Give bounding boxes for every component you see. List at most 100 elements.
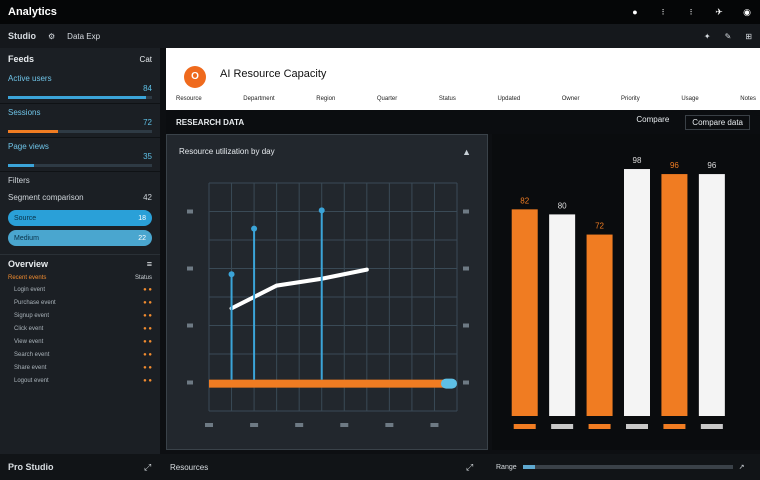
- x-tick-mark: [430, 423, 439, 427]
- page-title: AI Resource Capacity: [220, 68, 327, 80]
- toolbar-settings-icon[interactable]: ⚙: [48, 31, 56, 41]
- list-item[interactable]: Logout event ● ●: [0, 374, 160, 387]
- bar-value-label: 82: [520, 196, 529, 205]
- panel-collapse-icon[interactable]: ▲: [462, 147, 471, 157]
- line-chart-panel: Resource utilization by day ▲: [166, 134, 488, 450]
- data-point: [251, 225, 258, 232]
- pill-source[interactable]: Source 18: [8, 210, 152, 226]
- y-tick-mark: [187, 323, 193, 328]
- sidebar-item[interactable]: Page views 35: [0, 138, 160, 172]
- header-column[interactable]: Region: [316, 96, 336, 102]
- list-item-name: Logout event: [14, 377, 49, 384]
- list-item-name: Purchase event: [14, 299, 56, 306]
- bar: [586, 234, 613, 416]
- list-item[interactable]: Click event ● ●: [0, 322, 160, 335]
- list-item[interactable]: Purchase event ● ●: [0, 296, 160, 309]
- overview-title: Overview: [8, 259, 49, 269]
- footer-expand-icon[interactable]: ⤢: [144, 461, 152, 472]
- toolbar-studio[interactable]: Studio: [8, 31, 36, 41]
- list-item-status: ● ●: [143, 351, 152, 358]
- header-column[interactable]: Usage: [681, 96, 699, 102]
- footer-zoom-icon[interactable]: ⤢: [466, 461, 474, 472]
- header-column[interactable]: Quarter: [376, 96, 398, 102]
- list-item[interactable]: Search event ● ●: [0, 348, 160, 361]
- range-slider[interactable]: [522, 465, 733, 469]
- pill-medium-value: 22: [138, 234, 146, 242]
- header-column[interactable]: Notes: [740, 96, 756, 102]
- bar: [549, 214, 576, 416]
- settings-icon[interactable]: ⁝: [661, 7, 665, 17]
- list-item-status: ● ●: [143, 377, 152, 384]
- footer: Pro Studio ⤢ Resources ⤢ Range ↗: [0, 454, 760, 480]
- pill-medium-label: Medium: [14, 234, 39, 242]
- overview-section[interactable]: Overview ≡: [0, 254, 160, 273]
- compare-button[interactable]: Compare: [636, 114, 670, 124]
- sidebar-item-value: 84: [143, 84, 152, 93]
- footer-resources: Resources: [170, 462, 209, 472]
- toolbar-star-icon[interactable]: ✦: [703, 31, 711, 41]
- x-tick-label-mark: [663, 424, 686, 429]
- range-slider-handle[interactable]: [522, 465, 535, 469]
- list-item-name: Login event: [14, 286, 46, 293]
- sidebar-title-value[interactable]: Cat: [139, 54, 152, 64]
- header-column[interactable]: Department: [243, 96, 275, 102]
- range-label: Range: [496, 463, 517, 471]
- toolbar: Studio ⚙ Data Exp ✦ ✎ ⊞: [0, 24, 760, 48]
- list-item-name: Share event: [14, 364, 47, 371]
- bar-chart-panel: 82 80 72 98 96 96: [492, 134, 760, 450]
- sidebar-item-label: Sessions: [8, 108, 41, 117]
- x-tick-label-mark: [513, 424, 536, 429]
- toolbar-data-explorer[interactable]: Data Exp: [67, 31, 101, 41]
- sidebar-item[interactable]: Sessions 72: [0, 104, 160, 138]
- list-item-name: View event: [14, 338, 44, 345]
- filters-label: Filters: [8, 176, 30, 185]
- user-icon[interactable]: ⁝: [689, 7, 693, 17]
- y-tick-mark-right: [463, 209, 469, 214]
- sidebar-item[interactable]: Active users 84: [0, 70, 160, 104]
- segment-comparison-label: Segment comparison: [8, 193, 84, 202]
- header-column[interactable]: Owner: [561, 96, 580, 102]
- list-item[interactable]: Share event ● ●: [0, 361, 160, 374]
- app-title: Analytics: [8, 6, 57, 18]
- list-item-name: Signup event: [14, 312, 50, 319]
- sidebar-item-progress: [8, 130, 152, 133]
- list-item-status: ● ●: [143, 338, 152, 345]
- sidebar-item-label: Active users: [8, 74, 52, 83]
- x-tick-label-mark: [626, 424, 648, 429]
- toolbar-edit-icon[interactable]: ✎: [724, 31, 732, 41]
- header-column[interactable]: Status: [438, 96, 456, 102]
- header-column[interactable]: Resource: [176, 96, 202, 102]
- x-tick-mark: [340, 423, 349, 427]
- overview-menu-icon[interactable]: ≡: [146, 259, 152, 269]
- title-bar: Analytics ● ⁝ ⁝ ✈ ◉: [0, 0, 760, 24]
- pill-source-label: Source: [14, 214, 37, 222]
- segment-comparison[interactable]: Segment comparison 42: [0, 189, 160, 206]
- pill-medium[interactable]: Medium 22: [8, 230, 152, 246]
- toolbar-grid-icon[interactable]: ⊞: [745, 31, 752, 41]
- bar-value-label: 98: [633, 156, 642, 165]
- sidebar-item-progress-fill: [8, 164, 34, 167]
- compare-data-button[interactable]: Compare data: [685, 114, 750, 130]
- list-item[interactable]: View event ● ●: [0, 335, 160, 348]
- list-item[interactable]: Login event ● ●: [0, 283, 160, 296]
- profile-icon[interactable]: ◉: [743, 7, 751, 17]
- brand-logo: O: [184, 66, 206, 88]
- range-end-icon[interactable]: ↗: [738, 464, 745, 471]
- bar-value-label: 72: [595, 222, 604, 231]
- y-tick-mark: [187, 380, 193, 385]
- bar-value-label: 96: [670, 161, 679, 170]
- sidebar-item-value: 35: [143, 152, 152, 161]
- header-column[interactable]: Priority: [621, 96, 640, 102]
- bar: [511, 209, 538, 416]
- section-title: RESEARCH DATA: [176, 117, 245, 127]
- header-column[interactable]: Updated: [497, 96, 521, 102]
- header-columns: Resource Department Region Quarter Status Upd…: [176, 96, 756, 102]
- pin-icon[interactable]: ✈: [715, 7, 723, 17]
- list-item-status: ● ●: [143, 325, 152, 332]
- x-tick-label-mark: [551, 424, 574, 429]
- list-item[interactable]: Signup event ● ●: [0, 309, 160, 322]
- list-item-status: ● ●: [143, 312, 152, 319]
- list-item-status: ● ●: [143, 286, 152, 293]
- minimize-icon[interactable]: ●: [632, 7, 638, 17]
- data-point: [228, 271, 235, 278]
